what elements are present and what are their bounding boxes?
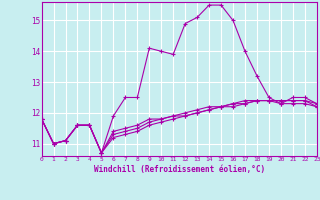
X-axis label: Windchill (Refroidissement éolien,°C): Windchill (Refroidissement éolien,°C) — [94, 165, 265, 174]
